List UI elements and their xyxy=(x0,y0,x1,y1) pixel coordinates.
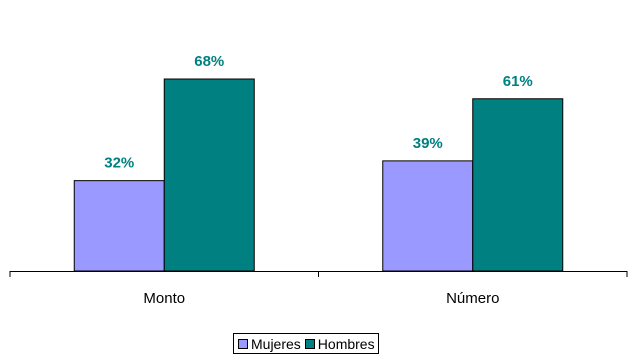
value-label-hombres-0: 68% xyxy=(194,53,224,70)
legend-label-mujeres: Mujeres xyxy=(251,335,301,352)
bar-hombres-0 xyxy=(163,78,255,272)
bars-group xyxy=(73,78,564,272)
value-labels-group: 32% 68% 39% 61% xyxy=(104,53,533,172)
legend-item-mujeres: Mujeres xyxy=(238,336,301,352)
x-axis-ticks xyxy=(9,271,628,277)
category-labels-group: Monto Número xyxy=(143,290,499,307)
category-label-1: Número xyxy=(446,290,499,307)
bar-mujeres-1 xyxy=(382,160,474,272)
value-label-mujeres-1: 39% xyxy=(413,135,443,152)
bar-hombres-1 xyxy=(472,98,564,272)
legend-item-hombres: Hombres xyxy=(304,335,375,352)
legend-label-hombres: Hombres xyxy=(317,335,375,352)
legend: Mujeres Hombres xyxy=(233,333,379,354)
legend-swatch-mujeres xyxy=(238,338,248,349)
category-label-0: Monto xyxy=(143,290,185,307)
legend-swatch-hombres xyxy=(304,338,315,349)
bar-mujeres-0 xyxy=(73,180,165,272)
value-label-mujeres-0: 32% xyxy=(104,155,134,172)
value-label-hombres-1: 61% xyxy=(503,73,533,90)
